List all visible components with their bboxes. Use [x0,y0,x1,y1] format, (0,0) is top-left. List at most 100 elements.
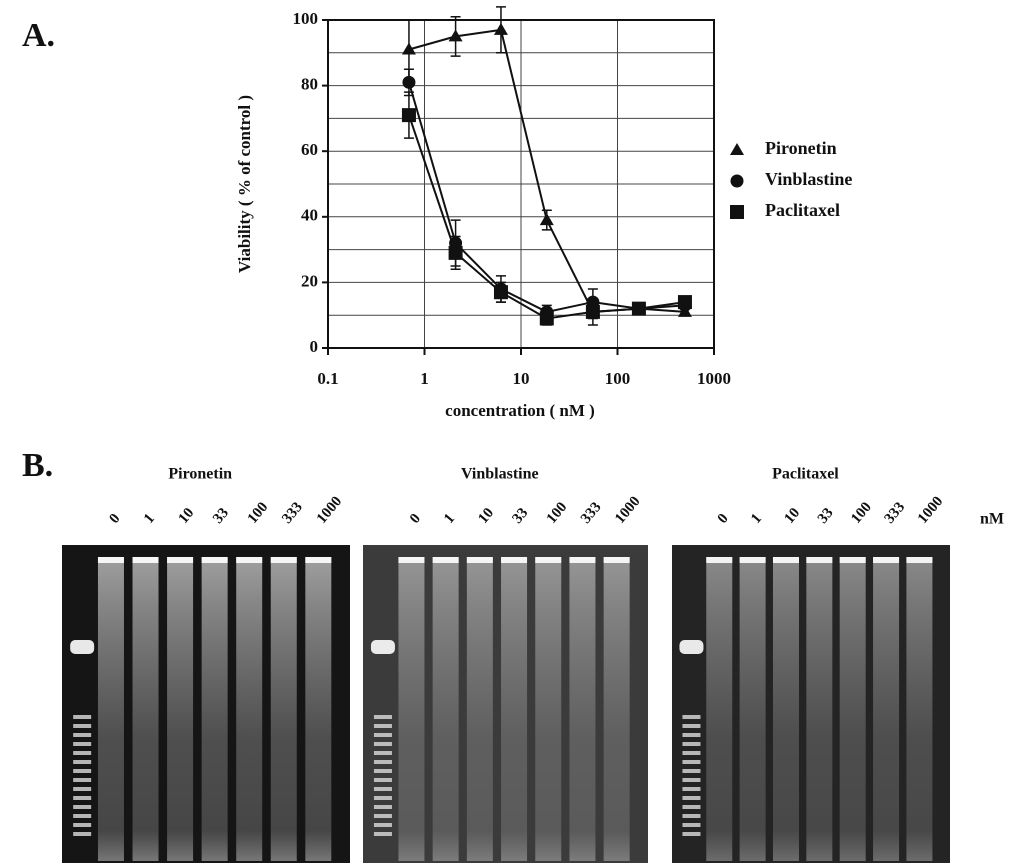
series-line [407,82,686,313]
lane-label: 33 [210,505,232,527]
ladder-band [373,823,392,827]
ladder-band [373,832,392,836]
plot-frame [327,19,715,349]
gel-lane [466,557,493,861]
ladder-band [682,760,701,764]
gel-well [873,557,900,563]
unit-label: nM [980,511,1004,528]
gel-lane [305,557,332,861]
x-tick-label: 1000 [697,369,731,388]
ladder-band [73,733,92,737]
ladder-band [73,805,92,809]
x-tick-label: 0.1 [317,369,338,388]
gel-well [603,557,630,563]
gel-well [772,557,799,563]
data-point [402,75,416,89]
data-point [448,29,463,42]
ladder-band [73,751,92,755]
data-point [539,311,554,326]
ladder-band [73,796,92,800]
ladder-band [682,823,701,827]
gel-well [305,557,332,563]
lane-label: 333 [578,499,605,527]
gel-lane [535,557,562,861]
gel-well [906,557,933,563]
gel-well [236,557,263,563]
gel-well [132,557,159,563]
gel-well [739,557,766,563]
gel-lane [501,557,528,861]
ladder-band [73,769,92,773]
ladder-band [373,787,392,791]
gel-lane [236,557,263,861]
gel-lane [603,557,630,861]
ladder-band [682,751,701,755]
x-axis-label: concentration ( nM ) [445,401,595,420]
ladder-band [682,796,701,800]
ladder-band [373,742,392,746]
legend-marker [730,174,744,188]
ladder-band [73,778,92,782]
gel-lane [739,557,766,861]
gel-lane [569,557,596,861]
gel-lane [873,557,900,861]
ladder-band [373,769,392,773]
lane-label: 1 [748,511,765,527]
gel-well [466,557,493,563]
legend-marker [730,143,744,155]
ladder-band [73,760,92,764]
ladder-band [682,778,701,782]
lane-label: 10 [176,505,198,527]
legend-label: Pironetin [765,138,837,158]
panel-label: B. [22,447,53,484]
data-point [539,213,554,226]
ladder-band [682,715,701,719]
legend-marker [730,205,744,219]
ladder-band [682,724,701,728]
lane-label: 33 [815,505,837,527]
data-point [493,285,508,300]
ladder-band [73,823,92,827]
lane-label: 0 [106,511,123,527]
gel-lane [706,557,733,861]
gel-lane [398,557,425,861]
y-tick-label: 20 [301,271,318,290]
data-point [631,301,646,316]
gel-lane [167,557,194,861]
gel-lane [906,557,933,861]
ladder-band [682,733,701,737]
data-point [401,42,416,55]
gel-well [167,557,194,563]
gel-title: Paclitaxel [772,466,839,483]
lane-label: 1000 [915,494,947,527]
lane-label: 100 [245,499,272,527]
data-point [448,245,463,260]
gel-title: Vinblastine [461,466,539,483]
ladder-band [373,778,392,782]
y-tick-label: 80 [301,75,318,94]
ladder-band [373,751,392,755]
lane-label: 1 [441,511,458,527]
lane-label: 333 [279,499,306,527]
gel-well [432,557,459,563]
legend-label: Vinblastine [765,169,852,189]
ladder-band [373,805,392,809]
gel-title: Pironetin [168,466,232,483]
lane-label: 10 [781,505,803,527]
lane-label: 100 [848,499,875,527]
gel-lane [132,557,159,861]
ladder-band [682,814,701,818]
series-line [408,28,686,313]
ladder-band [373,733,392,737]
gel-well [270,557,297,563]
ladder-band [73,724,92,728]
lane-label: 33 [509,505,531,527]
ladder-well [679,640,704,654]
lane-label: 1000 [612,494,644,527]
lane-label: 1 [141,511,158,527]
ladder-band [373,796,392,800]
ladder-band [682,805,701,809]
y-tick-label: 60 [301,140,318,159]
y-tick-label: 0 [310,337,319,356]
